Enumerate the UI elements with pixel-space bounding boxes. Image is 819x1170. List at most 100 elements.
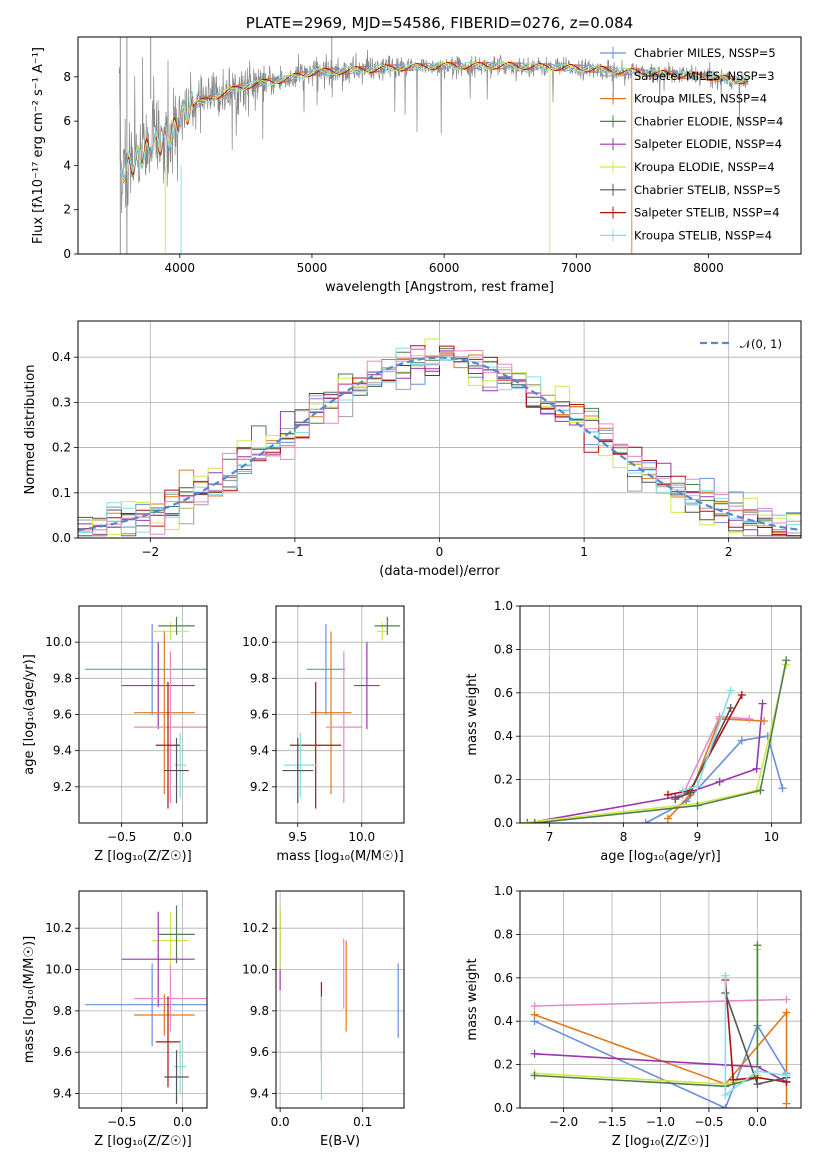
x-axis-label: Z [log₁₀(Z/Z☉)] [94,1134,191,1149]
x-axis-label: Z [log₁₀(Z/Z☉)] [94,849,191,864]
y-tick-label: 9.6 [53,708,72,722]
y-tick-label: 9.8 [250,1004,269,1018]
x-tick-label: −2 [141,545,159,559]
legend-label: 𝒩(0, 1) [740,337,782,351]
normal-curve [78,356,799,532]
mass-weight-series-line [534,660,787,823]
x-axis-label: age [log₁₀(age/yr)] [600,849,721,864]
mass-weight-series-line [534,998,787,1007]
x-tick-label: −0.5 [107,1115,136,1129]
y-tick-label: 9.4 [53,744,72,758]
x-tick-label: −1.0 [646,1115,675,1129]
y-tick-label: 9.6 [53,1045,72,1059]
y-tick-label: 0.2 [52,441,71,455]
y-tick-label: 0.6 [494,686,513,700]
mass-weight-point [737,690,746,699]
x-tick-label: 0.0 [271,1115,290,1129]
y-tick-label: 9.8 [53,1004,72,1018]
mass-weight-series-line [534,1020,788,1108]
x-tick-label: −2.0 [549,1115,578,1129]
x-tick-label: 4000 [165,261,196,275]
mass-weight-point [753,1067,762,1076]
mass-weight-point [530,1049,539,1058]
mass-weight-point [758,699,767,708]
x-tick-label: −1.5 [597,1115,626,1129]
x-tick-label: 1 [580,545,588,559]
model-spectrum-line [119,62,748,180]
plot-frame [78,605,208,824]
x-axis-label: mass [log₁₀(M/M☉)] [276,849,403,864]
x-tick-label: −1 [286,545,304,559]
legend-label: Kroupa STELIB, NSSP=4 [634,228,772,242]
y-tick-label: 0.1 [52,486,71,500]
y-tick-label: 0.2 [494,773,513,787]
mass-weight-point [760,717,769,726]
y-tick-label: 0.0 [52,531,71,545]
mass-weight-series-line [724,975,787,1097]
x-tick-label: 0.0 [173,1115,192,1129]
y-tick-label: 0.2 [494,1058,513,1072]
y-tick-label: 9.4 [53,1087,72,1101]
plot-frame [275,890,405,1109]
mass-weight-point [729,1075,738,1084]
x-axis-label: (data-model)/error [379,564,500,579]
mass-weight-series-line [667,717,765,820]
mass-weight-point [715,777,724,786]
residual-histogram-step [78,348,801,537]
mass-weight-point [726,686,735,695]
x-tick-label: 5000 [297,261,328,275]
y-tick-label: 9.8 [250,671,269,685]
legend-label: Chabrier MILES, NSSP=5 [634,46,776,60]
chart-title: PLATE=2969, MJD=54586, FIBERID=0276, z=0… [246,14,633,32]
plot-frame [519,605,802,824]
massweight_vs_age-panel: 7 8 9 10 0.0 0.2 0.4 0.6 0.8 1.0 age [log₁₀(age/yr… [465,599,802,864]
mass-weight-point [693,801,702,810]
x-tick-label: 0.1 [353,1115,372,1129]
y-axis-label: age [log₁₀(age/yr)] [22,654,37,775]
mass-weight-point [753,941,762,950]
mass-weight-point [530,1010,539,1019]
x-axis-label: E(B-V) [320,1134,360,1149]
plot-frame [78,890,208,1109]
mass-weight-point [782,656,791,665]
mass-weight-series-line [682,690,732,792]
y-tick-label: 0 [63,247,71,261]
mass-weight-point [686,788,695,797]
y-tick-label: 9.2 [250,780,269,794]
y-axis-label: Normed distribution [23,365,38,495]
y-tick-label: 0.8 [494,642,513,656]
mass-weight-point [752,764,761,773]
legend-label: Kroupa MILES, NSSP=4 [634,92,767,106]
y-tick-label: 6 [63,114,71,128]
mass-weight-point [721,1104,730,1108]
x-tick-label: 10 [764,830,779,844]
y-tick-label: 10.0 [45,635,72,649]
y-tick-label: 10.0 [45,963,72,977]
mass-weight-point [530,819,539,823]
mass-weight-point [663,814,672,823]
mass-weight-series-line [724,979,787,1083]
y-tick-label: 10.0 [242,963,269,977]
x-tick-label: 0.0 [748,1115,767,1129]
y-tick-label: 4 [63,158,71,172]
legend-label: Chabrier ELODIE, NSSP=4 [634,114,783,128]
y-tick-label: 10.2 [45,921,72,935]
y-tick-label: 0.8 [494,927,513,941]
mass-weight-point [523,819,532,823]
mass-weight-series-line [534,945,759,1088]
x-tick-label: 7000 [561,261,592,275]
residual-histogram-step [78,358,801,537]
mass-weight-point [753,1080,762,1089]
mass-weight-point [721,971,730,980]
legend: Chabrier MILES, NSSP=5 Salpeter MILES, NS… [600,46,783,242]
spectrum-panel: 4000 5000 6000 7000 8000 0 2 4 6 8 wavelength [Ang… [31,14,802,295]
mass-weight-point [530,1002,539,1011]
y-tick-label: 10.2 [242,921,269,935]
plot-frame [519,890,802,1109]
x-tick-label: 0.0 [173,830,192,844]
mass-weight-series-line [724,992,787,1086]
y-axis-label: mass weight [465,673,480,755]
model-spectrum-line [119,62,748,181]
y-tick-label: 0.0 [494,1101,513,1115]
